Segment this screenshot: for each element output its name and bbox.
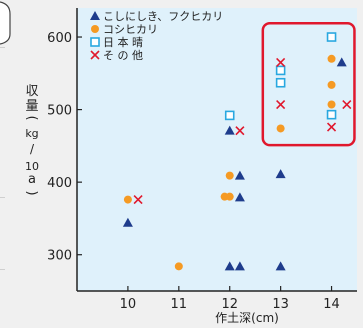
x-tick-label: 11 [171,297,188,312]
circle-point [327,54,336,63]
legend-marker-cross [90,50,100,60]
triangle-point [122,217,133,227]
cross-point [235,126,245,136]
triangle-point [275,261,286,271]
circle-point [123,195,132,204]
triangle-point [234,170,245,180]
y-tick-label: 500 [47,104,72,119]
triangle-point [234,192,245,202]
square-point [275,65,286,76]
triangle-point [224,125,235,135]
y-label-char: / [30,142,35,156]
cross-point-stroke [276,99,286,110]
triangle-point [234,261,245,271]
circle-point [225,192,234,201]
y-tick-label: 300 [47,249,72,264]
legend-marker-cross-stroke [90,50,100,60]
cross-point [342,99,352,110]
y-tick-label: 400 [47,176,72,191]
cross-point-stroke [326,122,337,132]
y-label-char: a [28,172,36,187]
legend-label: そ の 他 [103,49,143,62]
data-points [122,32,352,271]
circle-point [327,80,336,89]
y-label-char: 量 [25,99,38,114]
cross-point-stroke [342,99,352,110]
y-tick-label: 600 [47,31,72,46]
y-label-char: 10 [25,160,39,173]
legend-marker-triangle [90,11,100,20]
square-point [224,110,235,121]
cross-point-stroke [133,195,143,205]
triangle-point [336,57,347,67]
side-callout-edge [0,1,11,45]
highlight-box [261,21,356,147]
cross-point [276,99,286,110]
cross-point-stroke [276,57,286,67]
y-label-char: kg [25,127,38,140]
square-point [326,109,337,120]
circle-point [276,124,285,133]
y-axis-label: 収量( kg / 10a) [24,84,39,196]
cross-point [326,122,337,132]
page-guide-line [0,269,5,270]
square-point [326,32,337,42]
x-tick-label: 12 [221,297,238,312]
legend-label: こしにしき、フクヒカリ [103,10,223,23]
circle-point [327,100,336,109]
legend-marker-square [90,37,100,47]
circle-point [225,171,234,180]
cross-point [276,57,286,67]
cross-point [133,195,143,205]
page-guide-line [0,47,5,48]
tick-labels: 300 400 500 600 10 11 12 13 14 [47,31,340,312]
axes [76,8,357,292]
x-tick-label: 13 [272,297,289,312]
triangle-point [224,261,235,271]
y-label-char: ) [24,190,39,195]
legend-marker-circle [91,25,99,33]
y-label-char: ( [24,115,39,120]
x-tick-label: 10 [120,297,137,312]
plot-area [77,8,357,291]
legend-label: 日 本 晴 [103,35,143,49]
circle-point [174,262,183,271]
legend-label: コシヒカリ [103,23,158,36]
cross-point-stroke [235,126,245,136]
x-tick-label: 14 [323,297,340,312]
x-axis-label: 作土深(cm) [215,311,279,324]
triangle-point [275,169,286,179]
page-guide-line [0,197,5,198]
square-point [275,77,286,88]
y-label-char: 収 [25,84,38,99]
